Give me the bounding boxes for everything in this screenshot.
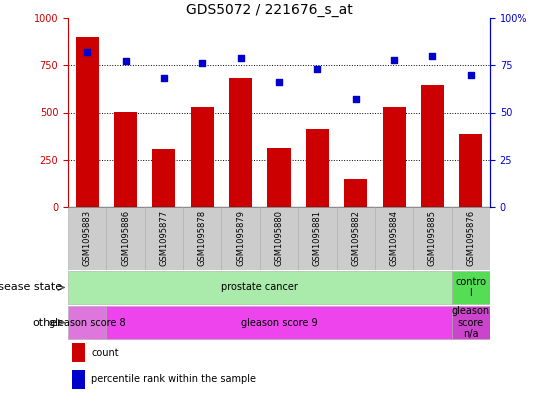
Point [121,58,130,64]
Bar [421,85,444,207]
Text: prostate cancer: prostate cancer [222,283,298,292]
Text: GSM1095886: GSM1095886 [121,210,130,266]
Bar [68,306,106,339]
Bar [383,107,406,207]
Point [160,75,168,82]
Bar [68,207,106,270]
Text: GSM1095879: GSM1095879 [236,210,245,266]
Text: GSM1095882: GSM1095882 [351,210,360,266]
Text: contro
l: contro l [455,277,486,298]
Point [313,66,322,72]
Text: gleason score 8: gleason score 8 [49,318,126,327]
Text: GSM1095881: GSM1095881 [313,210,322,266]
Bar [229,77,252,207]
Point [390,57,398,63]
Bar [183,207,222,270]
Text: other: other [33,318,63,327]
Text: GSM1095877: GSM1095877 [160,210,168,266]
Point [83,49,92,55]
Text: count: count [91,348,119,358]
Text: GSM1095885: GSM1095885 [428,210,437,266]
Bar [72,343,85,362]
Point [428,53,437,59]
Text: GSM1095883: GSM1095883 [82,210,92,266]
Bar [336,207,375,270]
Bar [106,306,452,339]
Bar [344,179,367,207]
Bar [298,207,336,270]
Bar [145,207,183,270]
Bar [191,107,214,207]
Point [351,96,360,103]
Bar [153,149,175,207]
Point [236,55,245,61]
Bar [106,207,145,270]
Text: GSM1095880: GSM1095880 [274,210,284,266]
Bar [222,207,260,270]
Point [198,60,206,66]
Text: GDS5072 / 221676_s_at: GDS5072 / 221676_s_at [186,3,353,17]
Bar [452,207,490,270]
Bar [75,37,99,207]
Text: GSM1095876: GSM1095876 [466,210,475,266]
Text: gleason
score
n/a: gleason score n/a [452,306,490,339]
Point [275,79,284,85]
Bar [452,306,490,339]
Bar [413,207,452,270]
Text: GSM1095884: GSM1095884 [390,210,399,266]
Text: disease state: disease state [0,283,63,292]
Bar [459,134,482,207]
Text: percentile rank within the sample: percentile rank within the sample [91,374,256,384]
Point [467,72,475,78]
Bar [452,271,490,304]
Text: gleason score 9: gleason score 9 [241,318,317,327]
Bar [114,112,137,207]
Bar [260,207,298,270]
Bar [375,207,413,270]
Text: GSM1095878: GSM1095878 [198,210,207,266]
Bar [267,149,291,207]
Bar [306,129,329,207]
Bar [72,370,85,389]
